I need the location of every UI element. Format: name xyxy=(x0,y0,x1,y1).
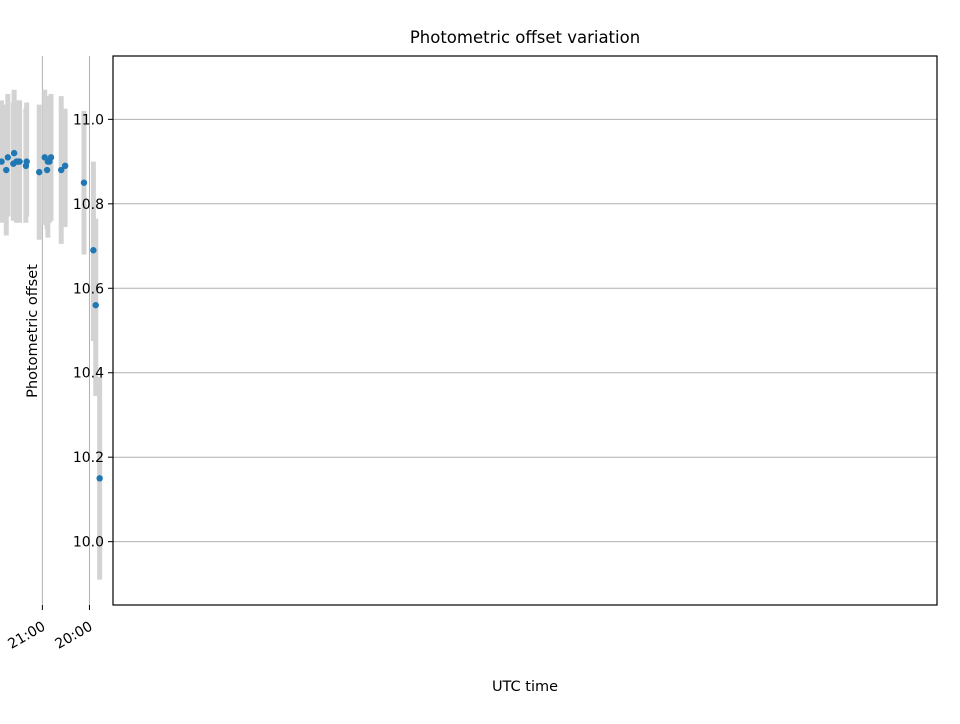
data-point xyxy=(43,166,51,174)
data-point xyxy=(10,160,17,167)
y-tick-label: 10.2 xyxy=(73,450,104,466)
data-point xyxy=(3,166,10,174)
y-tick-label: 10.6 xyxy=(73,281,104,297)
data-point xyxy=(58,166,65,174)
y-tick-label: 11.0 xyxy=(73,112,104,128)
x-axis-label: UTC time xyxy=(492,679,558,695)
data-point xyxy=(96,475,103,482)
data-point xyxy=(90,247,97,254)
plot-frame xyxy=(112,55,938,606)
y-tick-label: 10.0 xyxy=(73,535,104,551)
data-point xyxy=(36,168,43,176)
data-point xyxy=(22,162,30,169)
chart-title: Photometric offset variation xyxy=(410,28,640,47)
data-point xyxy=(4,154,12,161)
data-points xyxy=(0,149,103,482)
y-tick-label: 10.4 xyxy=(73,366,104,382)
data-point xyxy=(92,301,99,309)
data-point xyxy=(0,158,5,165)
data-point xyxy=(41,154,48,161)
data-point xyxy=(80,179,88,186)
y-tick-label: 10.8 xyxy=(73,197,104,213)
y-axis-label: Photometric offset xyxy=(25,264,41,398)
data-point xyxy=(10,149,18,157)
data-point xyxy=(61,162,69,169)
